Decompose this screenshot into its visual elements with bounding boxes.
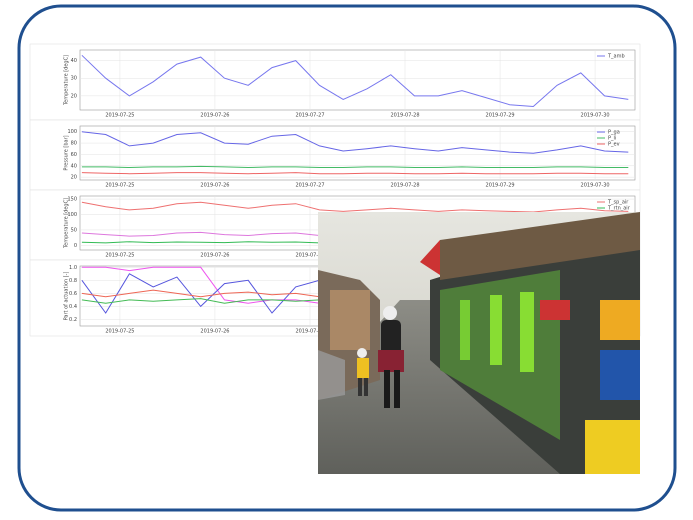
x-tick-label: 2019-07-25 bbox=[105, 253, 134, 259]
y-tick-label: 100 bbox=[67, 212, 77, 218]
plot-area bbox=[79, 125, 636, 181]
y-tick-label: 0 bbox=[74, 243, 77, 249]
legend-label: T_sp_air bbox=[607, 200, 629, 206]
x-tick-label: 2019-07-26 bbox=[200, 329, 229, 335]
x-tick-label: 2019-07-27 bbox=[295, 253, 324, 259]
legend-label: P_li bbox=[608, 136, 616, 142]
y-tick-label: 30 bbox=[71, 76, 77, 82]
x-tick-label: 2019-07-29 bbox=[486, 183, 515, 189]
y-tick-label: 150 bbox=[67, 197, 77, 203]
y-tick-label: 1.0 bbox=[69, 265, 77, 271]
legend-label: P_ev bbox=[608, 142, 620, 148]
y-tick-label: 0.2 bbox=[69, 317, 77, 323]
y-tick-label: 0.4 bbox=[69, 304, 77, 310]
x-tick-label: 2019-07-25 bbox=[105, 329, 134, 335]
x-tick-label: 2019-07-26 bbox=[200, 183, 229, 189]
y-tick-label: 40 bbox=[71, 58, 77, 64]
y-tick-label: 40 bbox=[71, 163, 77, 169]
x-tick-label: 2019-07-25 bbox=[105, 113, 134, 119]
y-tick-label: 60 bbox=[71, 152, 77, 158]
series-line bbox=[81, 54, 629, 108]
x-tick-label: 2019-07-30 bbox=[581, 183, 610, 189]
x-tick-label: 2019-07-27 bbox=[295, 113, 324, 119]
y-tick-label: 80 bbox=[71, 141, 77, 147]
series-line bbox=[81, 172, 629, 175]
y-tick-label: 100 bbox=[67, 129, 77, 135]
y-axis-label: Temperature [degC] bbox=[64, 55, 70, 106]
y-tick-label: 50 bbox=[71, 227, 77, 233]
photo bbox=[318, 212, 640, 474]
x-tick-label: 2019-07-25 bbox=[105, 183, 134, 189]
x-tick-label: 2019-07-27 bbox=[295, 329, 324, 335]
series-line bbox=[81, 165, 629, 169]
plot-area bbox=[79, 49, 636, 111]
x-tick-label: 2019-07-27 bbox=[295, 183, 324, 189]
y-axis-label: Pressure [bar] bbox=[64, 135, 70, 170]
series-line bbox=[81, 201, 629, 213]
x-tick-label: 2019-07-30 bbox=[581, 113, 610, 119]
legend-label: T_rtn_air bbox=[607, 206, 631, 212]
x-tick-label: 2019-07-26 bbox=[200, 253, 229, 259]
series-line bbox=[81, 131, 629, 154]
legend-label: P_ga bbox=[608, 130, 620, 136]
y-axis-label: Temperature [degC] bbox=[64, 198, 70, 249]
y-tick-label: 0.8 bbox=[69, 278, 77, 284]
y-tick-label: 0.6 bbox=[69, 291, 77, 297]
x-tick-label: 2019-07-28 bbox=[390, 183, 419, 189]
y-tick-label: 20 bbox=[71, 93, 77, 99]
x-tick-label: 2019-07-29 bbox=[486, 113, 515, 119]
x-tick-label: 2019-07-26 bbox=[200, 113, 229, 119]
x-tick-label: 2019-07-28 bbox=[390, 113, 419, 119]
y-tick-label: 20 bbox=[71, 175, 77, 181]
legend-label: T_amb bbox=[607, 54, 625, 60]
y-axis-label: Part of actuation [-] bbox=[64, 272, 70, 321]
